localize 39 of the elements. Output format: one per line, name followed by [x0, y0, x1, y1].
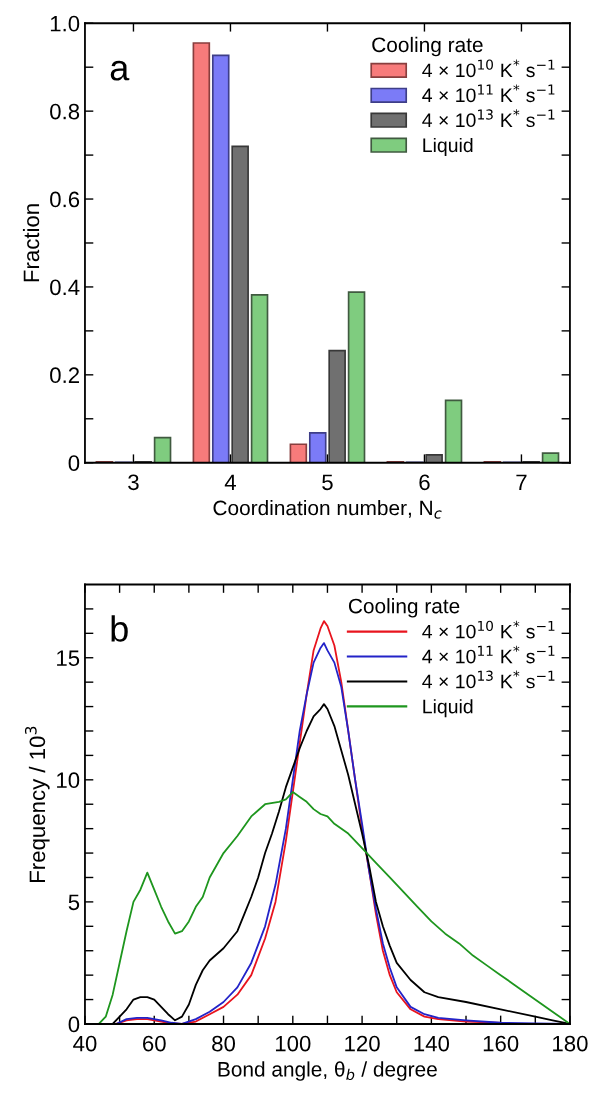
y-tick-label: 0.2 [50, 367, 79, 384]
x-tick-label: 160 [483, 1035, 519, 1052]
annotation: a [110, 60, 130, 81]
legend-label: 4 × 10$^{10}$ K$^{*}$ s$^{−1}$ [422, 59, 555, 78]
x-tick-label: 180 [553, 1035, 588, 1052]
y-axis-title: Fraction [22, 204, 40, 282]
y-tick-label: 0 [68, 1016, 80, 1033]
legend-label: Liquid [423, 137, 473, 156]
y-tick-label: 10 [57, 772, 80, 789]
y-axis-title: Frequency / 10$^{3}$ [24, 726, 50, 882]
x-tick-label: 40 [73, 1035, 97, 1052]
x-tick-label: 120 [345, 1035, 380, 1052]
legend-label: 4 × 10$^{11}$ K$^{*}$ s$^{−1}$ [422, 84, 555, 103]
y-tick-label: 5 [68, 894, 80, 911]
legend-label: 4 × 10$^{13}$ K$^{*}$ s$^{−1}$ [422, 670, 555, 689]
y-tick-label: 15 [57, 650, 80, 667]
y-tick-label: 0.4 [50, 279, 80, 296]
x-tick-label: 80 [212, 1035, 236, 1052]
legend-label: 4 × 10$^{13}$ K$^{*}$ s$^{−1}$ [422, 109, 555, 128]
y-tick-label: 1.0 [50, 15, 80, 32]
annotation: b [111, 615, 128, 642]
y-tick-label: 0.8 [50, 103, 80, 120]
legend-title: Cooling rate [372, 36, 483, 57]
x-tick-label: 6 [419, 474, 430, 491]
legend-label: 4 × 10$^{10}$ K$^{*}$ s$^{−1}$ [422, 620, 555, 639]
y-tick-label: 0 [68, 455, 80, 471]
x-tick-label: 100 [275, 1035, 311, 1052]
y-tick-label: 0.6 [50, 191, 80, 208]
x-axis-title: Coordination number, N$_{c}$ [213, 500, 442, 519]
x-tick-label: 5 [322, 474, 333, 491]
legend-title: Cooling rate [348, 598, 460, 618]
legend-label: Liquid [423, 699, 473, 718]
x-tick-label: 4 [224, 474, 236, 490]
x-tick-label: 3 [128, 474, 139, 491]
x-axis-title: Bond angle, θ$_{b}$ / degree [218, 1061, 437, 1081]
legend-label: 4 × 10$^{11}$ K$^{*}$ s$^{−1}$ [422, 645, 555, 664]
x-tick-label: 140 [414, 1035, 450, 1052]
x-tick-label: 60 [143, 1035, 166, 1052]
x-tick-label: 7 [516, 474, 527, 490]
